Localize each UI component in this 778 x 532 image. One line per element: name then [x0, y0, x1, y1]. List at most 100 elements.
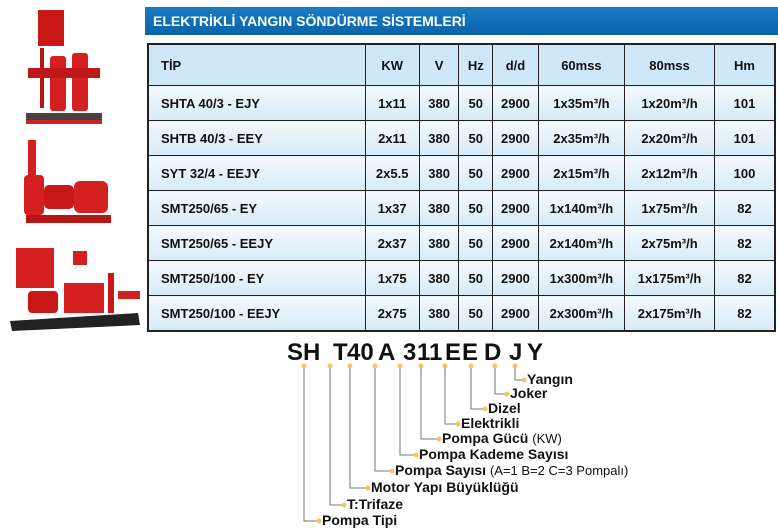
- legend-dot: [316, 518, 322, 524]
- table-cell: 2900: [492, 155, 539, 191]
- table-cell: 50: [458, 295, 494, 332]
- table-cell: 2x12m³/h: [624, 155, 715, 191]
- legend-label: Yangın: [527, 371, 573, 387]
- legend-label: Joker: [510, 385, 547, 401]
- table-cell: 1x37: [364, 190, 420, 226]
- table-row: SMT250/100 - EY 1x75 380 50 2900 1x300m³/h 1x1…: [147, 260, 776, 296]
- model-code-segment: 40: [347, 339, 374, 366]
- model-code-segment: T: [333, 339, 348, 366]
- legend-label-text: Dizel: [488, 400, 521, 416]
- legend-connector: [349, 368, 367, 489]
- table-cell: 2x15m³/h: [537, 155, 626, 191]
- column-header: 80mss: [624, 43, 715, 86]
- table-cell: 1x20m³/h: [624, 85, 715, 121]
- legend-label: Motor Yapı Büyüklüğü: [371, 479, 519, 495]
- table-cell: SMT250/100 - EEJY: [147, 295, 366, 332]
- legend-label: Elektrikli: [461, 415, 519, 431]
- legend-connector: [420, 368, 438, 440]
- legend-connector: [399, 368, 415, 456]
- legend-connector: [329, 368, 343, 506]
- legend-label-text: T:Trifaze: [347, 496, 404, 512]
- legend-connector: [444, 368, 457, 425]
- column-header: Hm: [713, 43, 776, 86]
- legend-dot: [418, 363, 424, 369]
- legend-dot: [492, 363, 498, 369]
- table-header-row: TİP KW V Hz d/d 60mss 80mss Hm: [147, 43, 776, 86]
- legend-dot: [455, 421, 461, 427]
- table-cell: 50: [458, 225, 494, 261]
- table-cell: 380: [418, 295, 460, 332]
- legend-label-text: Yangın: [527, 371, 573, 387]
- legend-label-text: Pompa Tipi: [322, 512, 398, 528]
- pump-set-image-3: [10, 248, 140, 331]
- legend-label-text: Pompa Gücü: [442, 430, 529, 446]
- table-cell: 2x20m³/h: [624, 120, 715, 156]
- legend-connector: [470, 368, 484, 410]
- legend-label: Pompa Sayısı (A=1 B=2 C=3 Pompalı): [395, 462, 628, 478]
- table-row: SHTB 40/3 - EEY 2x11 380 50 2900 2x35m³/h 2x20…: [147, 120, 776, 156]
- table-cell: 82: [713, 295, 776, 332]
- table-cell: 2900: [492, 295, 539, 332]
- table-cell: 1x35m³/h: [537, 85, 626, 121]
- table-row: SMT250/65 - EY 1x37 380 50 2900 1x140m³/h 1x75…: [147, 190, 776, 226]
- legend-label-text: Elektrikli: [461, 415, 520, 431]
- table-cell: 2900: [492, 225, 539, 261]
- model-code-segment: 3: [403, 339, 417, 366]
- legend-dot: [482, 406, 488, 412]
- table-cell: 50: [458, 120, 494, 156]
- legend-label: Pompa Gücü (KW): [442, 430, 562, 446]
- legend-label-text: Pompa Sayısı: [395, 462, 487, 478]
- legend-label: Pompa Kademe Sayısı: [419, 446, 568, 462]
- legend-dot: [413, 452, 419, 458]
- model-code-segment: J: [509, 339, 523, 366]
- legend-dot: [389, 468, 395, 474]
- legend-dot: [521, 377, 527, 383]
- legend-dot: [365, 485, 371, 491]
- table-cell: SYT 32/4 - EEJY: [147, 155, 366, 191]
- legend-label-note: (KW): [532, 431, 562, 446]
- model-code-segment: Y: [527, 339, 544, 366]
- table-row: SYT 32/4 - EEJY 2x5.5 380 50 2900 2x15m³/h 2x1…: [147, 155, 776, 191]
- legend-dot: [436, 436, 442, 442]
- legend-label-text: Pompa Kademe Sayısı: [419, 446, 569, 462]
- legend-dot: [372, 363, 378, 369]
- table-cell: 50: [458, 190, 494, 226]
- legend-dot: [341, 502, 347, 508]
- legend-dot: [442, 363, 448, 369]
- table-cell: 2x35m³/h: [537, 120, 626, 156]
- table-cell: 50: [458, 260, 494, 296]
- table-cell: 380: [418, 190, 460, 226]
- model-code-segment: D: [484, 339, 502, 366]
- table-cell: 1x300m³/h: [537, 260, 626, 296]
- table-cell: 2x11: [364, 120, 420, 156]
- table-cell: SHTB 40/3 - EEY: [147, 120, 366, 156]
- column-header: 60mss: [537, 43, 626, 86]
- legend-dot: [468, 363, 474, 369]
- model-code-segment: SH: [287, 339, 321, 366]
- table-cell: 1x75: [364, 260, 420, 296]
- legend-label: T:Trifaze: [347, 496, 403, 512]
- pump-set-image-1: [26, 10, 102, 124]
- table-cell: 2x175m³/h: [624, 295, 715, 332]
- table-cell: 82: [713, 190, 776, 226]
- legend-dot: [504, 391, 510, 397]
- model-code-segment: 11: [417, 339, 443, 366]
- table-cell: 380: [418, 260, 460, 296]
- table-cell: 2900: [492, 190, 539, 226]
- model-code-segment: E: [462, 339, 479, 366]
- table-cell: SHTA 40/3 - EJY: [147, 85, 366, 121]
- column-header: KW: [364, 43, 420, 86]
- section-title-banner: ELEKTRİKLİ YANGIN SÖNDÜRME SİSTEMLERİ: [145, 7, 778, 35]
- table-cell: 1x11: [364, 85, 420, 121]
- table-cell: 1x175m³/h: [624, 260, 715, 296]
- legend-label-text: Motor Yapı Büyüklüğü: [371, 479, 519, 495]
- model-code-segment: E: [445, 339, 462, 366]
- pump-set-image-2: [24, 140, 111, 223]
- legend-connector: [494, 368, 506, 395]
- table-cell: SMT250/100 - EY: [147, 260, 366, 296]
- legend-dot: [301, 363, 307, 369]
- legend-label: Pompa Tipi: [322, 512, 397, 528]
- table-cell: 50: [458, 85, 494, 121]
- table-cell: 2x5.5: [364, 155, 420, 191]
- legend-connector: [514, 368, 523, 381]
